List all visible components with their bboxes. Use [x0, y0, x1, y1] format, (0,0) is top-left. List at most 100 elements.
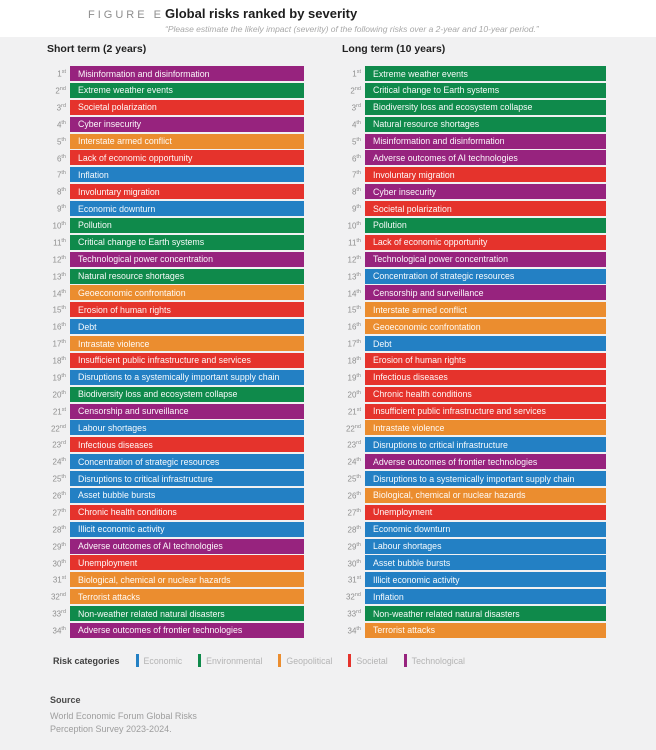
- risk-row: 20th Biodiversity loss and ecosystem col…: [47, 386, 304, 402]
- risk-label: Critical change to Earth systems: [373, 85, 500, 96]
- risk-row: 18th Insufficient public infrastructure …: [47, 352, 304, 368]
- risk-row: 13th Concentration of strategic resource…: [342, 268, 606, 284]
- risk-bar: Erosion of human rights: [70, 302, 304, 318]
- rank-label: 6th: [351, 153, 361, 164]
- risk-row: 19th Disruptions to a systemically impor…: [47, 369, 304, 385]
- rank-label: 14th: [52, 288, 67, 299]
- risk-bar: Pollution: [70, 217, 304, 233]
- rank-label: 11th: [53, 237, 66, 248]
- rank-label: 7th: [56, 170, 66, 181]
- legend-item: Economic: [135, 654, 182, 667]
- risk-bar: Extreme weather events: [365, 66, 606, 81]
- rank-label: 17th: [347, 339, 362, 349]
- risk-row: 8th Involuntary migration: [47, 184, 304, 200]
- risk-bar: Adverse outcomes of AI technologies: [70, 538, 304, 554]
- risk-row: 9th Economic downturn: [47, 201, 304, 216]
- risk-bar: Societal polarization: [365, 201, 606, 216]
- risk-row: 6th Lack of economic opportunity: [47, 150, 304, 166]
- rank-label: 19th: [347, 372, 362, 383]
- legend-category-label: Environmental: [206, 655, 263, 666]
- rank-label: 11th: [348, 237, 361, 248]
- risk-row: 24th Concentration of strategic resource…: [47, 454, 304, 470]
- risk-bar: Censorship and surveillance: [365, 285, 606, 301]
- rank-label: 4th: [351, 119, 361, 130]
- risk-row: 9th Societal polarization: [342, 201, 606, 216]
- risk-row: 15th Erosion of human rights: [47, 302, 304, 318]
- rank-label: 23rd: [52, 440, 66, 451]
- risk-label: Concentration of strategic resources: [373, 271, 515, 281]
- rank-label: 29th: [52, 541, 67, 552]
- risk-label: Terrorist attacks: [78, 591, 141, 602]
- risk-row: 3rd Societal polarization: [47, 99, 304, 115]
- risk-row: 25th Disruptions to a systemically impor…: [342, 471, 606, 486]
- risk-label: Pollution: [78, 220, 112, 231]
- risk-label: Extreme weather events: [373, 68, 468, 79]
- risk-row: 11th Critical change to Earth systems: [47, 234, 304, 250]
- risk-row: 26th Biological, chemical or nuclear haz…: [342, 487, 606, 503]
- rank-label: 14th: [347, 288, 362, 299]
- legend-item: Technological: [403, 654, 465, 667]
- risk-row: 23rd Disruptions to critical infrastruct…: [342, 437, 606, 453]
- risk-row: 16th Debt: [47, 319, 304, 335]
- risk-label: Biodiversity loss and ecosystem collapse: [373, 102, 533, 113]
- rank-label: 15th: [347, 305, 362, 316]
- rank-label: 28th: [347, 524, 362, 535]
- risk-label: Economic downturn: [78, 203, 156, 214]
- risk-bar: Debt: [70, 319, 304, 335]
- risk-bar: Economic downturn: [365, 521, 606, 537]
- risk-bar: Critical change to Earth systems: [365, 82, 606, 98]
- legend: Risk categories Economic Environmental G…: [53, 654, 481, 667]
- risk-bar: Cyber insecurity: [365, 184, 606, 200]
- risk-bar: Insufficient public infrastructure and s…: [365, 403, 606, 419]
- rank-label: 33rd: [52, 609, 66, 619]
- risk-bar: Biodiversity loss and ecosystem collapse: [70, 386, 304, 402]
- risk-bar: Critical change to Earth systems: [70, 234, 304, 250]
- rank-label: 10th: [52, 221, 67, 231]
- risk-row: 14th Censorship and surveillance: [342, 285, 606, 301]
- risk-bar: Natural resource shortages: [70, 268, 304, 284]
- risk-row: 18th Erosion of human rights: [342, 352, 606, 368]
- risk-row: 22nd Labour shortages: [47, 420, 304, 436]
- risk-bar: Involuntary migration: [70, 184, 304, 200]
- legend-category-label: Geopolitical: [286, 655, 333, 666]
- risk-label: Erosion of human rights: [373, 355, 466, 366]
- risk-bar: Intrastate violence: [70, 336, 304, 351]
- risk-bar: Disruptions to critical infrastructure: [365, 437, 606, 453]
- risk-label: Adverse outcomes of AI technologies: [78, 541, 223, 551]
- figure-header: FIGURE E Global risks ranked by severity…: [0, 0, 656, 37]
- rank-label: 18th: [52, 356, 67, 366]
- risk-row: 24th Adverse outcomes of frontier techno…: [342, 454, 606, 470]
- rank-label: 20th: [52, 389, 67, 400]
- rank-label: 23rd: [347, 440, 361, 451]
- risk-row: 1st Misinformation and disinformation: [47, 66, 304, 81]
- rank-label: 32nd: [345, 592, 361, 602]
- figure-label: FIGURE E: [88, 9, 164, 21]
- risk-label: Inflation: [78, 169, 109, 180]
- rank-label: 13th: [347, 271, 362, 282]
- source-block: Source World Economic Forum Global Risks…: [50, 695, 197, 735]
- risk-bar: Adverse outcomes of AI technologies: [365, 150, 606, 166]
- risk-bar: Involuntary migration: [365, 167, 606, 183]
- risk-row: 17th Intrastate violence: [47, 336, 304, 351]
- rank-label: 20th: [347, 389, 362, 400]
- risk-label: Societal polarization: [78, 102, 157, 113]
- legend-category-label: Societal: [356, 655, 388, 666]
- risk-bar: Lack of economic opportunity: [70, 150, 304, 166]
- risk-row: 12th Technological power concentration: [342, 251, 606, 267]
- risk-label: Disruptions to a systemically important …: [78, 372, 280, 383]
- rank-label: 26th: [52, 491, 67, 501]
- risk-bar: Extreme weather events: [70, 82, 304, 98]
- rank-label: 30th: [52, 558, 67, 569]
- rank-label: 17th: [52, 339, 67, 349]
- rank-label: 16th: [347, 322, 362, 332]
- long-term-column-header: Long term (10 years): [342, 43, 446, 55]
- risk-label: Misinformation and disinformation: [78, 68, 210, 79]
- risk-row: 30th Unemployment: [47, 555, 304, 571]
- risk-label: Biological, chemical or nuclear hazards: [78, 574, 231, 585]
- rank-label: 18th: [347, 356, 362, 366]
- rank-label: 5th: [351, 136, 361, 147]
- risk-bar: Misinformation and disinformation: [70, 66, 304, 81]
- rank-label: 2nd: [350, 86, 361, 96]
- risk-label: Non-weather related natural disasters: [78, 608, 225, 619]
- rank-label: 7th: [351, 170, 361, 181]
